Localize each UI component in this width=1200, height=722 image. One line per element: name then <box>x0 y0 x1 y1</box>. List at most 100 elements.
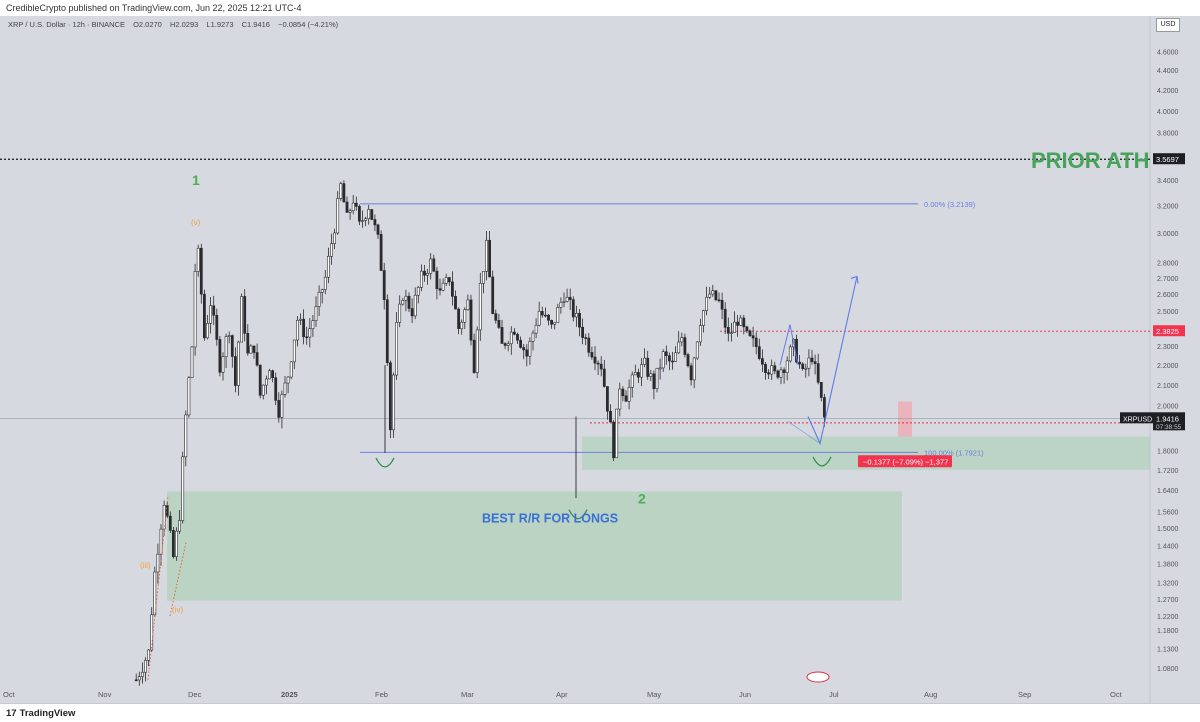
candle-body <box>822 397 826 418</box>
candle-body <box>509 331 513 345</box>
candle-body <box>488 239 492 278</box>
candle-body <box>243 296 247 334</box>
wave-iv-label: (iv) <box>172 606 183 615</box>
candle-body <box>357 206 361 222</box>
x-tick-label: Feb <box>375 690 388 699</box>
candle-body <box>587 337 591 353</box>
candle-body <box>401 300 405 305</box>
candle-body <box>813 361 817 364</box>
candle-body <box>711 290 715 295</box>
measure-badge <box>858 455 952 468</box>
candle-body <box>466 299 470 311</box>
candle-body <box>249 345 253 354</box>
chart-area[interactable]: 0.00% (3.2139) 100.00% (1.7921) PRIOR ATH… <box>0 16 1200 703</box>
candle-body <box>196 247 200 272</box>
candle-body <box>423 270 426 276</box>
candle-body <box>361 220 364 222</box>
currency-button[interactable]: USD <box>1156 18 1180 32</box>
candle-body <box>444 277 448 284</box>
candle-body <box>317 291 321 307</box>
price-chart[interactable]: 0.00% (3.2139) 100.00% (1.7921) PRIOR ATH… <box>0 16 1200 703</box>
candle-body <box>212 305 216 316</box>
candle-body <box>736 321 740 326</box>
publisher-text: CredibleCrypto published on TradingView.… <box>6 3 302 13</box>
y-tick-label: 3.4000 <box>1157 178 1179 185</box>
x-tick-label: Nov <box>98 690 112 699</box>
candle-body <box>147 649 151 661</box>
candle-body <box>671 360 674 363</box>
bottom-arc-icon <box>568 509 588 520</box>
countdown-label: 07:38:55 <box>1156 424 1182 431</box>
fib-0-label: 0.00% (3.2139) <box>924 200 976 209</box>
candle-body <box>745 326 749 332</box>
tradingview-logo[interactable]: 17 TradingView <box>6 708 75 719</box>
candle-body <box>742 317 746 328</box>
y-tick-label: 2.1000 <box>1157 383 1179 390</box>
footer-bar: 17 TradingView <box>0 703 1200 722</box>
candle-body <box>215 314 219 340</box>
candle-body <box>463 309 467 323</box>
candle-body <box>776 370 780 378</box>
event-flag-icon[interactable] <box>806 671 830 683</box>
y-tick-label: 1.5600 <box>1157 509 1179 516</box>
resistance-price-badge-bg <box>1153 325 1185 337</box>
y-tick-label: 2.5000 <box>1157 309 1179 316</box>
current-price-badge: 1.9416 <box>1156 414 1179 423</box>
candle-body <box>410 308 414 317</box>
y-tick-label: 2.7000 <box>1157 276 1179 283</box>
candle-body <box>643 357 647 365</box>
y-tick-label: 2.8000 <box>1157 261 1179 268</box>
candle-body <box>370 209 374 220</box>
candle-body <box>779 369 783 378</box>
candle-body <box>407 295 411 309</box>
candle-body <box>562 301 566 303</box>
candle-body <box>426 273 430 276</box>
candle-body <box>388 362 392 431</box>
wave-1-label: 1 <box>192 172 200 188</box>
candle-body <box>302 318 306 338</box>
candle-body <box>683 337 687 355</box>
wave-iii-label: (iii) <box>140 561 151 570</box>
candle-body <box>565 296 569 302</box>
candle-body <box>150 614 154 651</box>
y-tick-label: 1.7200 <box>1157 468 1179 475</box>
candle-body <box>454 296 457 310</box>
y-tick-label: 3.2000 <box>1157 204 1179 211</box>
candle-body <box>602 368 606 387</box>
candle-body <box>739 317 743 326</box>
candle-body <box>810 357 814 362</box>
y-tick-label: 2.2000 <box>1157 363 1179 370</box>
arrow-head-icon <box>850 275 859 284</box>
candle-body <box>175 530 178 558</box>
candle-body <box>782 369 786 373</box>
candle-body <box>646 357 650 377</box>
candle-body <box>680 337 684 343</box>
candle-body <box>348 210 352 213</box>
candle-body <box>785 360 789 373</box>
candle-body <box>726 327 730 334</box>
candle-body <box>376 224 380 235</box>
candle-body <box>720 299 724 310</box>
x-tick-label: Jun <box>739 690 751 699</box>
candle-body <box>438 288 442 291</box>
candle-body <box>599 363 603 370</box>
candle-body <box>221 356 225 373</box>
candle-body <box>364 218 368 221</box>
wave-v-label: (v) <box>191 218 201 227</box>
y-tick-label: 4.2000 <box>1157 88 1179 95</box>
candle-body <box>392 374 395 431</box>
x-tick-label: Apr <box>556 690 568 699</box>
candle-body <box>754 337 758 347</box>
candle-body <box>571 299 575 318</box>
candle-body <box>261 384 265 396</box>
candle-body <box>323 276 327 290</box>
candle-body <box>314 306 318 321</box>
candle-body <box>345 201 349 213</box>
candle-body <box>385 299 389 363</box>
candle-body <box>578 313 581 328</box>
candle-body <box>367 209 371 219</box>
candle-body <box>252 345 256 353</box>
resistance-price-badge: 2.3825 <box>1156 327 1179 336</box>
ohlc-change: −0.0854 (−4.21%) <box>278 20 339 29</box>
candle-body <box>156 553 160 573</box>
